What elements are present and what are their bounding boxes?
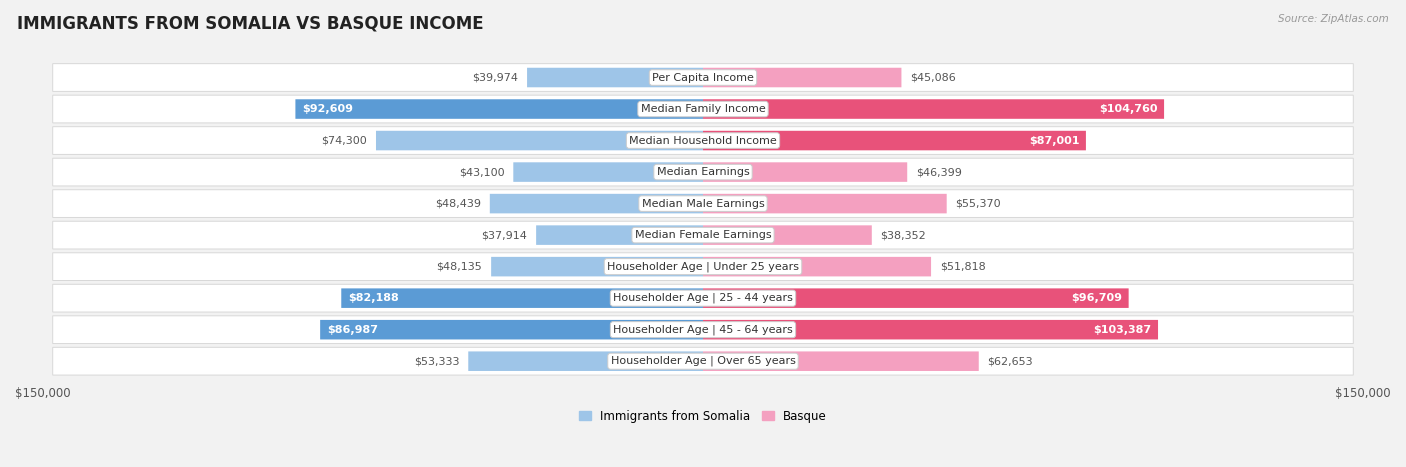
FancyBboxPatch shape [52, 64, 1354, 92]
Text: $45,086: $45,086 [910, 72, 956, 83]
FancyBboxPatch shape [703, 68, 901, 87]
Text: $55,370: $55,370 [956, 198, 1001, 209]
Text: $82,188: $82,188 [347, 293, 399, 303]
FancyBboxPatch shape [703, 352, 979, 371]
Text: $103,387: $103,387 [1094, 325, 1152, 335]
Text: Householder Age | Under 25 years: Householder Age | Under 25 years [607, 262, 799, 272]
Text: $48,439: $48,439 [434, 198, 481, 209]
Text: $38,352: $38,352 [880, 230, 927, 240]
FancyBboxPatch shape [52, 347, 1354, 375]
Text: $104,760: $104,760 [1099, 104, 1157, 114]
Text: $96,709: $96,709 [1071, 293, 1122, 303]
Text: Median Male Earnings: Median Male Earnings [641, 198, 765, 209]
FancyBboxPatch shape [52, 253, 1354, 281]
FancyBboxPatch shape [52, 127, 1354, 155]
Text: Median Earnings: Median Earnings [657, 167, 749, 177]
FancyBboxPatch shape [468, 352, 703, 371]
FancyBboxPatch shape [703, 289, 1129, 308]
Text: $51,818: $51,818 [939, 262, 986, 272]
Text: $53,333: $53,333 [413, 356, 460, 366]
FancyBboxPatch shape [52, 284, 1354, 312]
Text: Median Family Income: Median Family Income [641, 104, 765, 114]
Text: $37,914: $37,914 [481, 230, 527, 240]
Text: $92,609: $92,609 [302, 104, 353, 114]
FancyBboxPatch shape [703, 257, 931, 276]
FancyBboxPatch shape [703, 194, 946, 213]
FancyBboxPatch shape [703, 226, 872, 245]
Text: $43,100: $43,100 [458, 167, 505, 177]
FancyBboxPatch shape [52, 316, 1354, 344]
Text: $48,135: $48,135 [437, 262, 482, 272]
FancyBboxPatch shape [52, 158, 1354, 186]
FancyBboxPatch shape [52, 95, 1354, 123]
FancyBboxPatch shape [703, 163, 907, 182]
FancyBboxPatch shape [703, 99, 1164, 119]
FancyBboxPatch shape [513, 163, 703, 182]
Text: $39,974: $39,974 [472, 72, 519, 83]
Text: Median Household Income: Median Household Income [628, 135, 778, 146]
Text: $74,300: $74,300 [322, 135, 367, 146]
Text: Householder Age | 45 - 64 years: Householder Age | 45 - 64 years [613, 325, 793, 335]
Text: Householder Age | 25 - 44 years: Householder Age | 25 - 44 years [613, 293, 793, 304]
FancyBboxPatch shape [295, 99, 703, 119]
Text: Per Capita Income: Per Capita Income [652, 72, 754, 83]
FancyBboxPatch shape [703, 320, 1159, 340]
Text: $62,653: $62,653 [987, 356, 1033, 366]
Text: Source: ZipAtlas.com: Source: ZipAtlas.com [1278, 14, 1389, 24]
Text: Householder Age | Over 65 years: Householder Age | Over 65 years [610, 356, 796, 367]
FancyBboxPatch shape [536, 226, 703, 245]
FancyBboxPatch shape [375, 131, 703, 150]
FancyBboxPatch shape [52, 190, 1354, 218]
FancyBboxPatch shape [491, 257, 703, 276]
FancyBboxPatch shape [527, 68, 703, 87]
FancyBboxPatch shape [342, 289, 703, 308]
Text: IMMIGRANTS FROM SOMALIA VS BASQUE INCOME: IMMIGRANTS FROM SOMALIA VS BASQUE INCOME [17, 14, 484, 32]
Text: Median Female Earnings: Median Female Earnings [634, 230, 772, 240]
Text: $87,001: $87,001 [1029, 135, 1080, 146]
Text: $46,399: $46,399 [917, 167, 962, 177]
FancyBboxPatch shape [52, 221, 1354, 249]
FancyBboxPatch shape [321, 320, 703, 340]
Text: $86,987: $86,987 [326, 325, 378, 335]
Legend: Immigrants from Somalia, Basque: Immigrants from Somalia, Basque [574, 405, 832, 428]
FancyBboxPatch shape [489, 194, 703, 213]
FancyBboxPatch shape [703, 131, 1085, 150]
